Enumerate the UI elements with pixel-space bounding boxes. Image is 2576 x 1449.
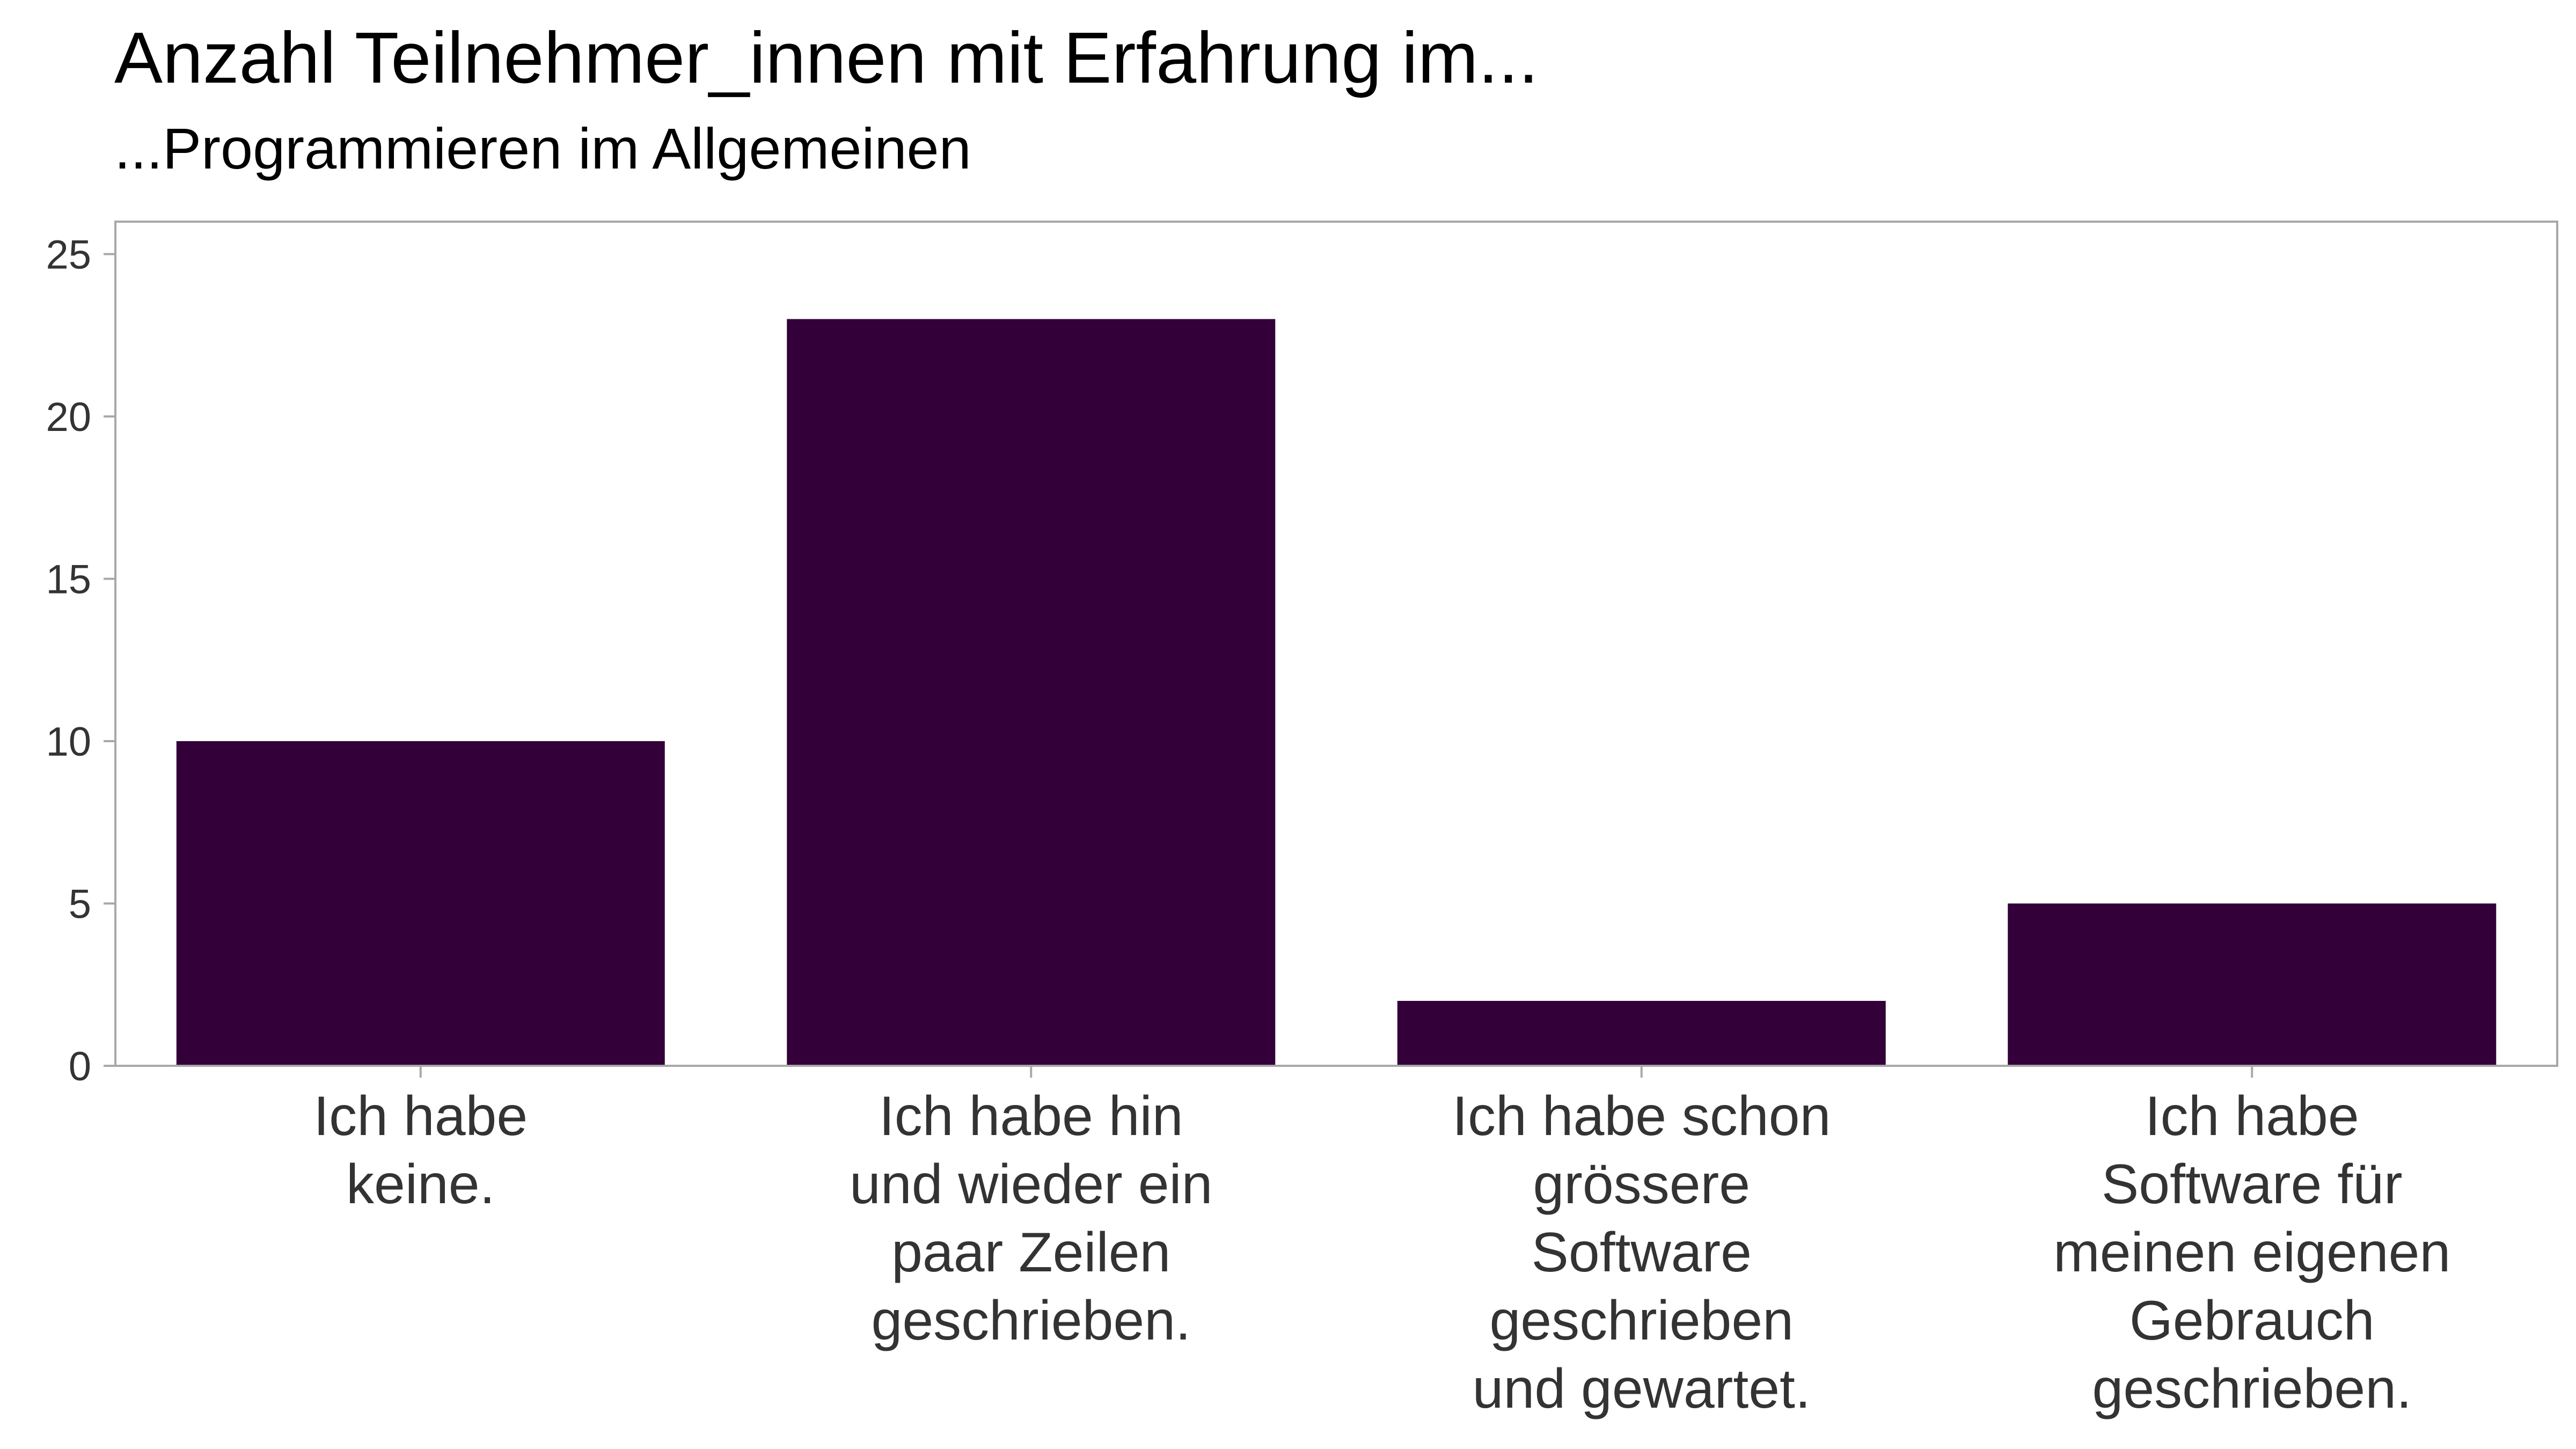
x-tick-label: Ich habe schon grössere Software geschriebe… — [1452, 1085, 1831, 1420]
bar-2 — [787, 319, 1276, 1066]
y-axis: 0 5 10 15 20 25 — [46, 232, 115, 1089]
y-tick-label: 25 — [46, 232, 91, 278]
x-tick-label-line: paar Zeilen — [891, 1221, 1170, 1284]
x-tick-label-line: geschrieben. — [871, 1290, 1191, 1352]
y-tick-label: 10 — [46, 719, 91, 765]
x-tick-label-line: grössere — [1533, 1153, 1750, 1216]
x-tick-label-line: Ich habe schon — [1452, 1085, 1831, 1147]
x-tick-label-line: Software — [1532, 1221, 1752, 1284]
x-tick-label-line: meinen eigenen — [2053, 1221, 2450, 1284]
x-tick-label-line: geschrieben. — [2092, 1358, 2412, 1420]
x-tick-label: Ich habe Software für meinen eigenen Gebrau… — [2053, 1085, 2450, 1420]
chart-title: Anzahl Teilnehmer_innen mit Erfahrung im… — [114, 17, 1539, 98]
x-tick-label-line: und wieder ein — [850, 1153, 1212, 1216]
x-tick-label: Ich habe keine. — [313, 1085, 528, 1216]
x-tick-label-line: Software für — [2102, 1153, 2403, 1216]
x-tick-label-line: geschrieben — [1489, 1290, 1794, 1352]
x-tick-label-line: Ich habe — [2145, 1085, 2359, 1147]
y-tick-label: 15 — [46, 557, 91, 603]
bar-4 — [2008, 903, 2497, 1066]
y-tick-label: 20 — [46, 394, 91, 440]
bar-3 — [1397, 1001, 1886, 1066]
x-tick-label-line: Ich habe — [313, 1085, 528, 1147]
x-tick-label-line: keine. — [346, 1153, 495, 1216]
x-tick-label-line: und gewartet. — [1473, 1358, 1811, 1420]
bar-1 — [176, 741, 665, 1066]
x-tick-label-line: Ich habe hin — [879, 1085, 1183, 1147]
chart-subtitle: ...Programmieren im Allgemeinen — [114, 116, 971, 181]
plot-panel-border — [114, 221, 2558, 1067]
x-tick-label-line: Gebrauch — [2129, 1290, 2375, 1352]
x-tick-label: Ich habe hin und wieder ein paar Zeilen ges… — [850, 1085, 1212, 1352]
bars-group — [176, 319, 2497, 1066]
x-axis: Ich habe keine.Ich habe hin und wieder ein… — [313, 1066, 2450, 1420]
y-tick-label: 5 — [69, 882, 91, 927]
y-tick-label: 0 — [69, 1044, 91, 1089]
